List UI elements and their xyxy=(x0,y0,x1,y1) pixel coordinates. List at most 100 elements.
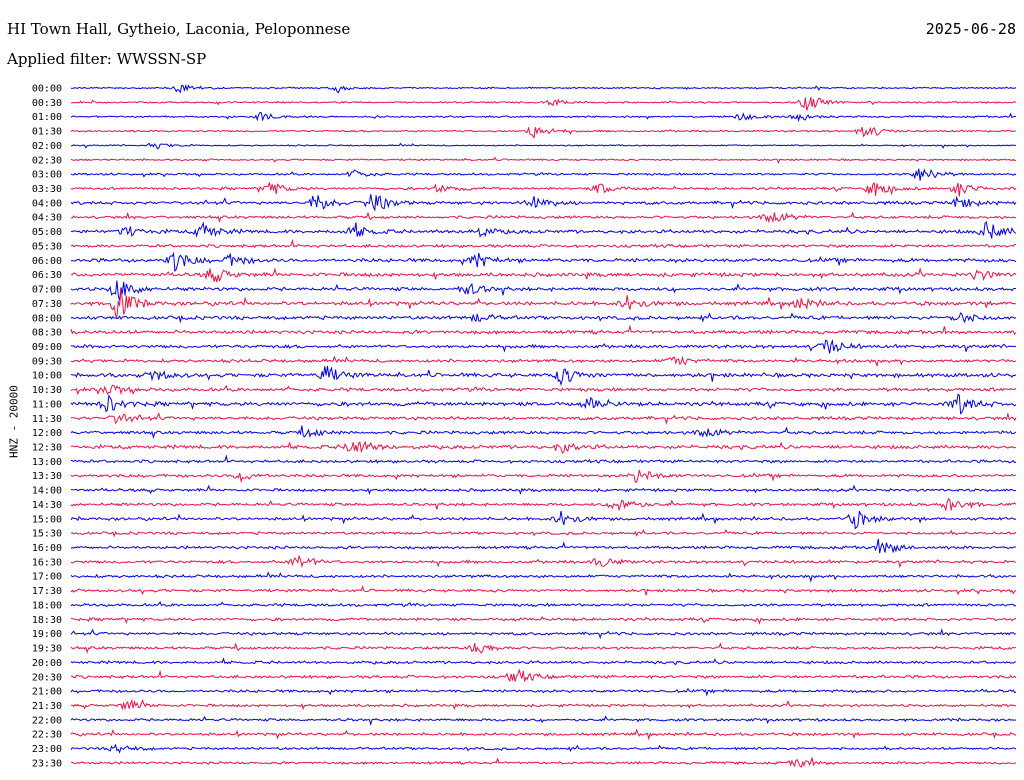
trace-line-1700 xyxy=(70,571,1017,583)
filter-label: Applied filter: WWSSN-SP xyxy=(7,50,207,68)
trace-line-0200 xyxy=(70,142,1017,150)
trace-line-0300 xyxy=(70,168,1017,181)
trace-line-1800 xyxy=(70,600,1017,608)
trace-line-1930 xyxy=(70,642,1017,654)
row-time-label: 13:30 xyxy=(32,471,62,482)
trace-line-0030 xyxy=(70,97,1017,111)
row-time-label: 05:00 xyxy=(32,227,62,238)
row-time-label: 22:00 xyxy=(32,715,62,726)
trace-line-0400 xyxy=(70,194,1017,212)
trace-line-0000 xyxy=(70,84,1017,94)
trace-line-1430 xyxy=(70,497,1017,512)
row-time-label: 12:00 xyxy=(32,428,62,439)
trace-line-2230 xyxy=(70,728,1017,741)
trace-line-1630 xyxy=(70,554,1017,569)
row-time-label: 05:30 xyxy=(32,241,62,252)
row-time-label: 06:30 xyxy=(32,270,62,281)
row-time-label: 08:00 xyxy=(32,313,62,324)
trace-line-1200 xyxy=(70,425,1017,440)
row-time-label: 09:30 xyxy=(32,356,62,367)
trace-line-0700 xyxy=(70,280,1017,301)
trace-line-1400 xyxy=(70,484,1017,495)
trace-line-1230 xyxy=(70,440,1017,454)
date-label: 2025-06-28 xyxy=(925,20,1016,38)
trace-line-0530 xyxy=(70,239,1016,249)
trace-line-1900 xyxy=(70,628,1017,640)
trace-line-0930 xyxy=(70,355,1017,367)
row-time-label: 23:30 xyxy=(32,758,62,769)
trace-line-1100 xyxy=(70,393,1017,415)
row-time-label: 08:30 xyxy=(32,328,62,339)
row-time-label: 21:30 xyxy=(32,701,62,712)
row-time-label: 15:00 xyxy=(32,514,62,525)
trace-line-2100 xyxy=(70,687,1017,697)
row-time-label: 17:00 xyxy=(32,572,62,583)
trace-line-1500 xyxy=(70,510,1017,530)
row-time-label: 18:30 xyxy=(32,615,62,626)
row-time-label: 23:00 xyxy=(32,744,62,755)
row-time-label: 19:30 xyxy=(32,644,62,655)
trace-line-2030 xyxy=(70,668,1017,683)
row-time-label: 22:30 xyxy=(32,730,62,741)
trace-line-1300 xyxy=(70,454,1017,464)
row-time-label: 16:30 xyxy=(32,557,62,568)
row-time-label: 07:00 xyxy=(32,285,62,296)
station-title: HI Town Hall, Gytheio, Laconia, Peloponn… xyxy=(7,20,351,38)
row-time-label: 11:30 xyxy=(32,414,62,425)
trace-line-0800 xyxy=(70,312,1017,324)
trace-line-1030 xyxy=(70,384,1017,396)
trace-line-1730 xyxy=(70,585,1017,596)
row-time-label: 17:30 xyxy=(32,586,62,597)
trace-line-1330 xyxy=(70,469,1017,484)
trace-line-0330 xyxy=(70,182,1017,197)
trace-line-1830 xyxy=(71,616,1017,625)
row-time-label: 04:00 xyxy=(32,198,62,209)
row-time-label: 04:30 xyxy=(32,213,62,224)
row-time-label: 15:30 xyxy=(32,529,62,540)
row-time-label: 02:00 xyxy=(32,141,62,152)
row-time-label: 03:00 xyxy=(32,170,62,181)
row-time-label: 00:30 xyxy=(32,98,62,109)
row-time-label: 18:00 xyxy=(32,600,62,611)
row-time-label: 00:00 xyxy=(32,84,62,95)
row-time-label: 16:00 xyxy=(32,543,62,554)
trace-line-2330 xyxy=(70,757,1017,768)
trace-line-0230 xyxy=(70,156,1017,165)
time-labels: 00:00 00:30 01:00 01:30 02:00 02:30 03:00 03:30… xyxy=(32,84,62,770)
trace-line-2000 xyxy=(70,657,1017,666)
seismic-traces xyxy=(70,84,1017,768)
row-time-label: 01:00 xyxy=(32,112,62,123)
trace-line-0830 xyxy=(70,324,1017,336)
row-time-label: 11:00 xyxy=(32,399,62,410)
row-time-label: 02:30 xyxy=(32,155,62,166)
trace-line-0100 xyxy=(70,111,1017,123)
trace-line-2200 xyxy=(70,715,1017,726)
row-time-label: 21:00 xyxy=(32,687,62,698)
trace-line-0900 xyxy=(70,339,1017,354)
trace-line-0430 xyxy=(70,211,1017,224)
row-time-label: 03:30 xyxy=(32,184,62,195)
row-time-label: 07:30 xyxy=(32,299,62,310)
trace-line-0730 xyxy=(70,289,1017,319)
row-time-label: 01:30 xyxy=(32,127,62,138)
trace-line-0630 xyxy=(70,267,1017,283)
trace-line-1530 xyxy=(70,528,1017,538)
trace-line-0130 xyxy=(70,126,1017,139)
row-time-label: 09:00 xyxy=(32,342,62,353)
trace-line-2130 xyxy=(71,698,1017,711)
row-time-label: 10:00 xyxy=(32,371,62,382)
row-time-label: 14:00 xyxy=(32,486,62,497)
row-time-label: 14:30 xyxy=(32,500,62,511)
trace-line-1130 xyxy=(70,412,1017,425)
row-time-label: 19:00 xyxy=(32,629,62,640)
trace-line-0600 xyxy=(71,251,1017,273)
trace-line-0500 xyxy=(70,220,1017,239)
trace-line-1000 xyxy=(70,365,1017,387)
row-time-label: 20:00 xyxy=(32,658,62,669)
row-time-label: 06:00 xyxy=(32,256,62,267)
row-time-label: 13:00 xyxy=(32,457,62,468)
row-time-label: 10:30 xyxy=(32,385,62,396)
row-time-label: 12:30 xyxy=(32,443,62,454)
trace-line-1600 xyxy=(70,538,1017,554)
